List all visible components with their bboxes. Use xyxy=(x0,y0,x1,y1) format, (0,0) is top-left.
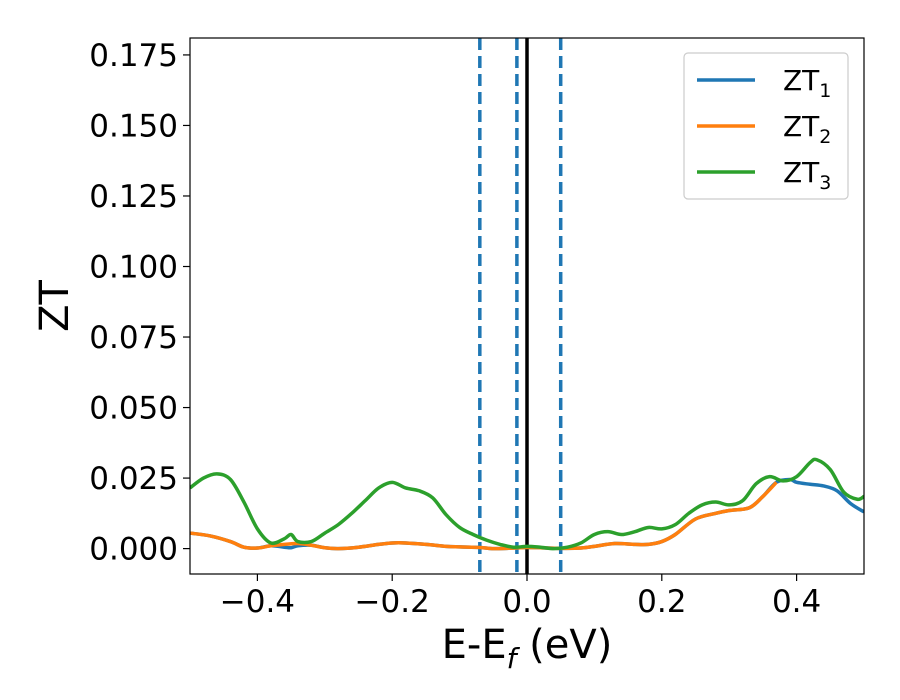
y-axis-ticks: 0.000 0.025 0.050 0.075 0.100 0.125 0.150 0.175 xyxy=(89,38,190,568)
x-tick-label: −0.4 xyxy=(220,584,295,620)
y-tick-label: 0.075 xyxy=(89,320,178,356)
y-tick-label: 0.050 xyxy=(89,391,178,427)
legend: ZT1 ZT2 ZT3 xyxy=(683,52,849,200)
x-axis-label: E-Ef (eV) xyxy=(442,622,613,675)
x-axis-ticks: −0.4 −0.2 0.0 0.2 0.4 xyxy=(220,574,821,620)
x-tick-label: 0.0 xyxy=(502,584,551,620)
series-lines xyxy=(190,457,864,551)
x-tick-label: −0.2 xyxy=(355,584,430,620)
series-line-3 xyxy=(190,457,864,551)
y-tick-label: 0.025 xyxy=(89,461,178,497)
x-tick-label: 0.4 xyxy=(772,584,821,620)
y-axis-label: ZT xyxy=(32,280,78,332)
legend-frame xyxy=(683,52,849,200)
series-line-2 xyxy=(190,481,778,551)
reference-lines xyxy=(478,38,563,574)
legend-label-2: ZT2 xyxy=(783,110,831,148)
x-axis-label-main: E-E xyxy=(442,622,507,668)
x-tick-label: 0.2 xyxy=(637,584,686,620)
y-tick-label: 0.000 xyxy=(89,532,178,568)
y-tick-label: 0.125 xyxy=(89,179,178,215)
y-tick-label: 0.175 xyxy=(89,38,178,74)
y-tick-label: 0.150 xyxy=(89,108,178,144)
x-axis-label-unit: (eV) xyxy=(516,622,612,668)
y-tick-label: 0.100 xyxy=(89,250,178,286)
legend-label-1: ZT1 xyxy=(783,64,831,102)
legend-label-3: ZT3 xyxy=(783,156,831,194)
